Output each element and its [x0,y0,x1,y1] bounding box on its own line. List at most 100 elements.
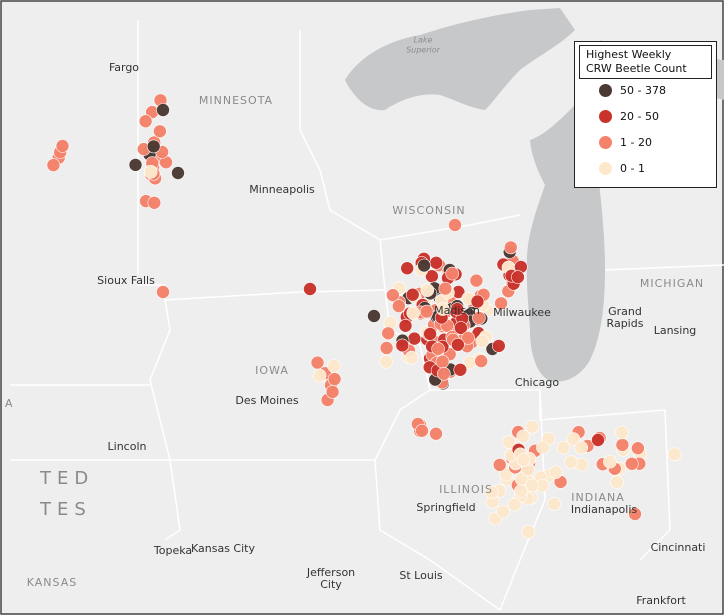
sample-point [46,158,61,172]
lake-superior [345,8,575,111]
sample-point [472,311,486,325]
country-label: TED [39,468,94,489]
sample-point [475,334,490,349]
sample-point [514,484,528,498]
sample-point [615,438,630,452]
city-label: St Louis [399,569,442,582]
city-label: Des Moines [235,394,298,407]
sample-point [420,283,435,298]
sample-point [171,166,185,180]
sample-point [327,372,342,386]
state-label: IOWA [255,364,289,377]
sample-point [312,368,327,383]
sample-point [453,362,468,377]
sample-point [525,478,540,493]
city-label: Chicago [515,376,559,389]
sample-point [429,255,444,270]
sample-point [436,366,451,381]
legend-item: 50 - 378 [599,84,666,97]
sample-point [496,504,510,519]
sample-point [667,447,682,462]
sample-point [367,309,381,323]
city-label: Rapids [607,317,644,330]
sample-point [406,306,421,320]
sample-point [536,440,550,455]
sample-point [492,458,507,472]
sample-point [379,341,394,355]
sample-point [310,355,325,370]
sample-point [153,124,167,139]
water-label: Superior [406,46,441,55]
sample-point [55,139,70,153]
legend-item: 0 - 1 [599,162,645,175]
city-label: Lincoln [108,440,147,453]
sample-point [499,467,514,482]
state-label: MINNESOTA [199,94,273,107]
city-label: Lansing [654,324,697,337]
sample-point [624,456,639,471]
sample-point [156,103,170,117]
sample-point [516,429,531,444]
sample-point [516,452,531,467]
sample-point [603,454,617,469]
sample-point [445,266,460,281]
state-label: A [5,397,14,410]
city-label: Topeka [153,544,192,557]
state-label: ILLINOIS [439,483,493,496]
sample-point [405,287,420,302]
sample-point [574,440,589,455]
sample-point [327,359,341,373]
city-label: Fargo [109,61,139,74]
city-label: Indianapolis [571,503,638,516]
sample-point [461,331,475,345]
sample-points [46,93,682,539]
city-label: Minneapolis [249,183,315,196]
sample-point [591,433,605,447]
sample-point [507,497,522,512]
sample-point [556,440,571,455]
sample-point [138,114,153,128]
legend-item: 20 - 50 [599,110,659,123]
sample-point [448,218,462,232]
sample-point [450,302,465,316]
sample-point [631,441,645,456]
legend-title-line: Highest Weekly [586,48,672,61]
sample-point [474,354,489,368]
city-label: Sioux Falls [97,274,155,287]
city-label: Jefferson [306,566,355,579]
sample-point [398,318,413,333]
sample-point [303,282,317,296]
sample-point [628,507,642,521]
sample-point [415,423,429,438]
city-label: Milwaukee [493,306,551,319]
sample-point [502,435,516,450]
sample-point [386,288,400,302]
legend-item: 1 - 20 [599,136,652,149]
sample-point [400,261,415,276]
state-label: KANSAS [27,576,77,589]
city-label: Frankfort [636,594,686,607]
legend-label: 50 - 378 [620,84,666,97]
sample-point [391,299,406,313]
sample-point [435,302,450,316]
city-label: Springfield [416,501,475,514]
sample-point [438,281,453,296]
sample-point [451,337,465,352]
legend-swatch [599,84,612,97]
sample-point [470,294,485,309]
sample-point [484,485,499,500]
state-label: MICHIGAN [640,277,704,290]
city-label: Kansas City [191,542,255,555]
sample-point [547,497,561,511]
sample-point [469,273,484,288]
state-label: WISCONSIN [392,204,465,217]
sample-point [491,339,506,353]
sample-point [610,475,624,490]
sample-point [566,432,581,446]
sample-point [146,139,161,154]
legend-label: 20 - 50 [620,110,659,123]
state-label: INDIANA [571,491,624,504]
water-label: Lake [414,36,433,45]
